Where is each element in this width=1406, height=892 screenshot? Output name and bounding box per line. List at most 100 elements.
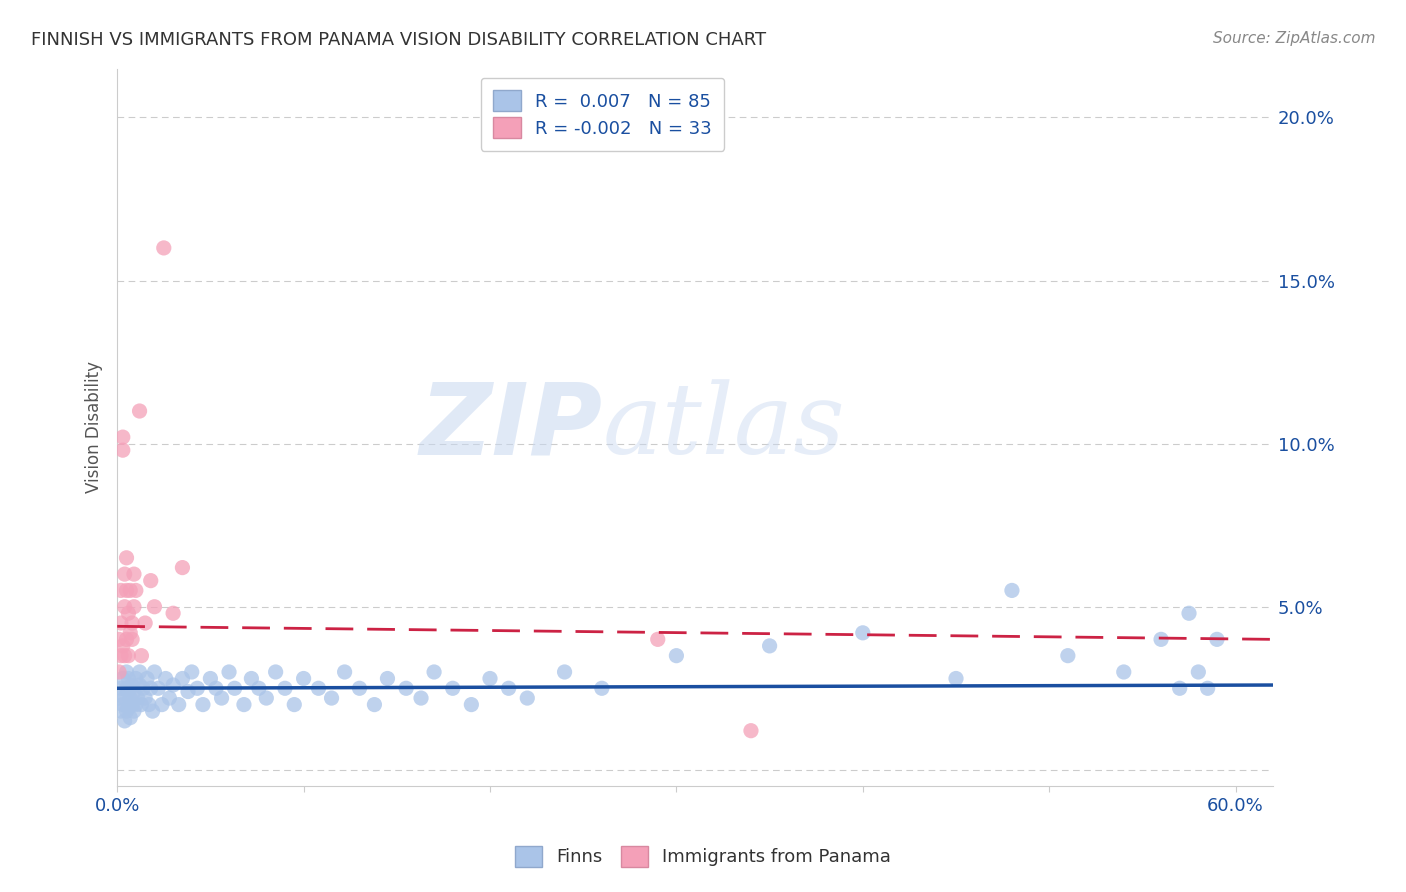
Point — [114, 599, 136, 614]
Point — [122, 704, 145, 718]
Point — [423, 665, 446, 679]
Point — [274, 681, 297, 696]
Point — [479, 672, 502, 686]
Point — [1112, 665, 1135, 679]
Text: FINNISH VS IMMIGRANTS FROM PANAMA VISION DISABILITY CORRELATION CHART: FINNISH VS IMMIGRANTS FROM PANAMA VISION… — [31, 31, 766, 49]
Point — [125, 583, 148, 598]
Point — [108, 665, 131, 679]
Point — [128, 665, 150, 679]
Point — [125, 698, 148, 712]
Point — [139, 574, 162, 588]
Point — [191, 698, 214, 712]
Point — [108, 632, 131, 647]
Point — [125, 672, 148, 686]
Point — [240, 672, 263, 686]
Point — [110, 583, 132, 598]
Point — [1178, 607, 1201, 621]
Point — [308, 681, 330, 696]
Point — [945, 672, 967, 686]
Point — [120, 691, 142, 706]
Point — [852, 625, 875, 640]
Point — [233, 698, 256, 712]
Point — [283, 698, 305, 712]
Point — [377, 672, 399, 686]
Point — [186, 681, 208, 696]
Point — [132, 681, 155, 696]
Point — [115, 583, 138, 598]
Point — [121, 615, 143, 630]
Point — [150, 698, 173, 712]
Point — [665, 648, 688, 663]
Point — [111, 698, 134, 712]
Point — [114, 648, 136, 663]
Point — [110, 615, 132, 630]
Point — [152, 241, 174, 255]
Point — [110, 681, 132, 696]
Text: atlas: atlas — [603, 380, 845, 475]
Text: ZIP: ZIP — [419, 379, 603, 475]
Point — [122, 567, 145, 582]
Point — [395, 681, 418, 696]
Point — [114, 691, 136, 706]
Point — [128, 678, 150, 692]
Point — [115, 550, 138, 565]
Point — [121, 678, 143, 692]
Point — [111, 672, 134, 686]
Point — [121, 632, 143, 647]
Point — [758, 639, 780, 653]
Point — [120, 583, 142, 598]
Point — [247, 681, 270, 696]
Point — [142, 704, 165, 718]
Point — [177, 684, 200, 698]
Point — [211, 691, 233, 706]
Point — [143, 599, 166, 614]
Point — [114, 567, 136, 582]
Point — [554, 665, 576, 679]
Point — [138, 698, 160, 712]
Point — [115, 681, 138, 696]
Point — [200, 672, 222, 686]
Point — [224, 681, 246, 696]
Point — [740, 723, 762, 738]
Point — [111, 443, 134, 458]
Point — [333, 665, 356, 679]
Point — [121, 698, 143, 712]
Point — [143, 665, 166, 679]
Point — [110, 648, 132, 663]
Point — [115, 665, 138, 679]
Point — [167, 698, 190, 712]
Point — [120, 711, 142, 725]
Point — [591, 681, 613, 696]
Point — [1150, 632, 1173, 647]
Point — [498, 681, 520, 696]
Y-axis label: Vision Disability: Vision Disability — [86, 361, 103, 493]
Point — [117, 607, 139, 621]
Point — [647, 632, 669, 647]
Point — [1206, 632, 1229, 647]
Point — [516, 691, 538, 706]
Point — [441, 681, 464, 696]
Point — [117, 701, 139, 715]
Point — [115, 632, 138, 647]
Point — [128, 404, 150, 418]
Point — [180, 665, 202, 679]
Point — [218, 665, 240, 679]
Point — [1056, 648, 1078, 663]
Point — [1197, 681, 1219, 696]
Point — [205, 681, 228, 696]
Point — [363, 698, 385, 712]
Point — [111, 430, 134, 444]
Point — [264, 665, 287, 679]
Point — [117, 648, 139, 663]
Legend: Finns, Immigrants from Panama: Finns, Immigrants from Panama — [508, 838, 898, 874]
Point — [120, 625, 142, 640]
Point — [115, 704, 138, 718]
Point — [139, 681, 162, 696]
Point — [108, 691, 131, 706]
Point — [117, 684, 139, 698]
Point — [131, 698, 153, 712]
Point — [117, 672, 139, 686]
Point — [254, 691, 277, 706]
Point — [172, 560, 194, 574]
Point — [460, 698, 482, 712]
